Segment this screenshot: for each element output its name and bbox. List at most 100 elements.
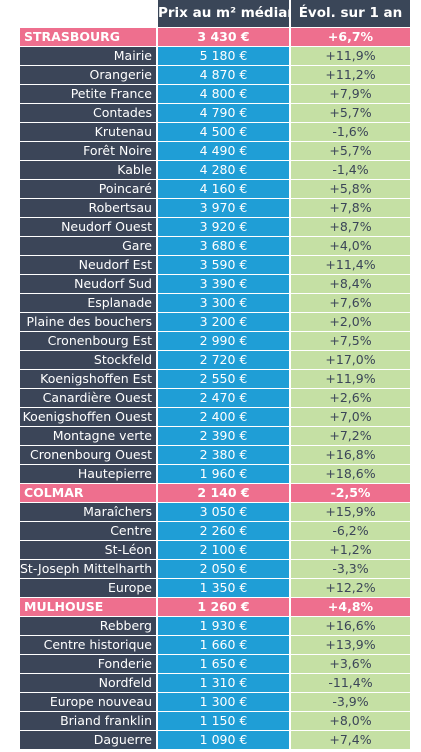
district-name: Poincaré xyxy=(20,180,156,198)
median-price: 2 990 € xyxy=(158,332,289,350)
table-row: Kable 4 280 € -1,4% xyxy=(0,161,421,179)
median-price: 3 970 € xyxy=(158,199,289,217)
yearly-evolution: -1,4% xyxy=(291,161,410,179)
table-row: Europe nouveau 1 300 € -3,9% xyxy=(0,693,421,711)
district-name: Neudorf Sud xyxy=(20,275,156,293)
yearly-evolution: +8,4% xyxy=(291,275,410,293)
table-row: Cronenbourg Est 2 990 € +7,5% xyxy=(0,332,421,350)
district-name: Gare xyxy=(20,237,156,255)
table-row: St-Joseph Mittelharth 2 050 € -3,3% xyxy=(0,560,421,578)
table-row: Stockfeld 2 720 € +17,0% xyxy=(0,351,421,369)
section-row: MULHOUSE 1 260 € +4,8% xyxy=(0,598,421,616)
yearly-evolution: +4,8% xyxy=(291,598,410,616)
median-price: 3 920 € xyxy=(158,218,289,236)
district-name: St-Joseph Mittelharth xyxy=(20,560,156,578)
median-price: 2 470 € xyxy=(158,389,289,407)
table-row: Centre historique 1 660 € +13,9% xyxy=(0,636,421,654)
median-price: 1 150 € xyxy=(158,712,289,730)
median-price: 3 680 € xyxy=(158,237,289,255)
table-row: Briand franklin 1 150 € +8,0% xyxy=(0,712,421,730)
table-row: Poincaré 4 160 € +5,8% xyxy=(0,180,421,198)
yearly-evolution: +7,0% xyxy=(291,408,410,426)
table-row: Cronenbourg Ouest 2 380 € +16,8% xyxy=(0,446,421,464)
district-name: St-Léon xyxy=(20,541,156,559)
median-price: 2 050 € xyxy=(158,560,289,578)
median-price: 4 280 € xyxy=(158,161,289,179)
city-name: COLMAR xyxy=(20,484,156,502)
district-name: Krutenau xyxy=(20,123,156,141)
yearly-evolution: +16,6% xyxy=(291,617,410,635)
district-name: Neudorf Ouest xyxy=(20,218,156,236)
median-price: 1 090 € xyxy=(158,731,289,749)
median-price: 2 380 € xyxy=(158,446,289,464)
median-price: 5 180 € xyxy=(158,47,289,65)
table-row: Krutenau 4 500 € -1,6% xyxy=(0,123,421,141)
district-name: Esplanade xyxy=(20,294,156,312)
district-name: Canardière Ouest xyxy=(20,389,156,407)
yearly-evolution: +5,7% xyxy=(291,142,410,160)
table-row: Daguerre 1 090 € +7,4% xyxy=(0,731,421,749)
median-price: 3 390 € xyxy=(158,275,289,293)
yearly-evolution: +7,2% xyxy=(291,427,410,445)
yearly-evolution: +11,9% xyxy=(291,370,410,388)
district-name: Centre historique xyxy=(20,636,156,654)
table-row: Nordfeld 1 310 € -11,4% xyxy=(0,674,421,692)
district-name: Neudorf Est xyxy=(20,256,156,274)
median-price: 3 200 € xyxy=(158,313,289,331)
table-row: Rebberg 1 930 € +16,6% xyxy=(0,617,421,635)
table-row: Plaine des bouchers 3 200 € +2,0% xyxy=(0,313,421,331)
median-price: 2 260 € xyxy=(158,522,289,540)
yearly-evolution: +2,6% xyxy=(291,389,410,407)
table-row: Contades 4 790 € +5,7% xyxy=(0,104,421,122)
yearly-evolution: +5,8% xyxy=(291,180,410,198)
yearly-evolution: +13,9% xyxy=(291,636,410,654)
yearly-evolution: +2,0% xyxy=(291,313,410,331)
district-name: Mairie xyxy=(20,47,156,65)
yearly-evolution: +7,5% xyxy=(291,332,410,350)
yearly-evolution: +3,6% xyxy=(291,655,410,673)
yearly-evolution: +11,9% xyxy=(291,47,410,65)
yearly-evolution: -3,3% xyxy=(291,560,410,578)
median-price: 4 870 € xyxy=(158,66,289,84)
header-evolution: Évol. sur 1 an xyxy=(291,0,410,27)
district-name: Montagne verte xyxy=(20,427,156,445)
table-row: Canardière Ouest 2 470 € +2,6% xyxy=(0,389,421,407)
median-price: 4 500 € xyxy=(158,123,289,141)
median-price: 2 140 € xyxy=(158,484,289,502)
table-row: Hautepierre 1 960 € +18,6% xyxy=(0,465,421,483)
median-price: 1 310 € xyxy=(158,674,289,692)
median-price: 2 720 € xyxy=(158,351,289,369)
table-row: Centre 2 260 € -6,2% xyxy=(0,522,421,540)
section-row: COLMAR 2 140 € -2,5% xyxy=(0,484,421,502)
yearly-evolution: +4,0% xyxy=(291,237,410,255)
district-name: Orangerie xyxy=(20,66,156,84)
yearly-evolution: +7,6% xyxy=(291,294,410,312)
yearly-evolution: +15,9% xyxy=(291,503,410,521)
median-price: 1 660 € xyxy=(158,636,289,654)
median-price: 1 350 € xyxy=(158,579,289,597)
district-name: Maraîchers xyxy=(20,503,156,521)
median-price: 3 430 € xyxy=(158,28,289,46)
district-name: Briand franklin xyxy=(20,712,156,730)
district-name: Hautepierre xyxy=(20,465,156,483)
median-price: 4 790 € xyxy=(158,104,289,122)
table-row: Neudorf Sud 3 390 € +8,4% xyxy=(0,275,421,293)
yearly-evolution: -3,9% xyxy=(291,693,410,711)
table-row: Fonderie 1 650 € +3,6% xyxy=(0,655,421,673)
district-name: Forêt Noire xyxy=(20,142,156,160)
median-price: 4 490 € xyxy=(158,142,289,160)
yearly-evolution: +7,4% xyxy=(291,731,410,749)
median-price: 2 550 € xyxy=(158,370,289,388)
yearly-evolution: -11,4% xyxy=(291,674,410,692)
median-price: 3 050 € xyxy=(158,503,289,521)
table-row: Mairie 5 180 € +11,9% xyxy=(0,47,421,65)
median-price: 2 390 € xyxy=(158,427,289,445)
yearly-evolution: +8,0% xyxy=(291,712,410,730)
yearly-evolution: -1,6% xyxy=(291,123,410,141)
yearly-evolution: +1,2% xyxy=(291,541,410,559)
district-name: Koenigshoffen Est xyxy=(20,370,156,388)
yearly-evolution: +5,7% xyxy=(291,104,410,122)
table-row: Robertsau 3 970 € +7,8% xyxy=(0,199,421,217)
median-price: 1 300 € xyxy=(158,693,289,711)
district-name: Fonderie xyxy=(20,655,156,673)
